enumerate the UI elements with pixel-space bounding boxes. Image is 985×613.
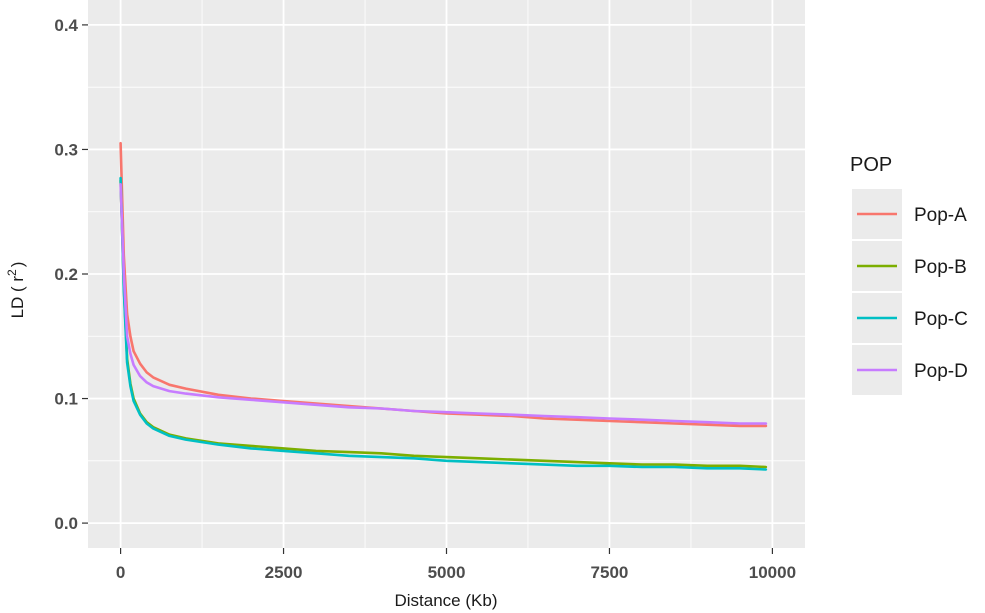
y-tick-label: 0.1 — [54, 390, 78, 409]
x-tick-label: 2500 — [265, 563, 303, 582]
series-line-pop-d — [119, 183, 768, 425]
legend-label-pop-d: Pop-D — [914, 361, 968, 382]
series-lines — [119, 141, 768, 471]
y-tick-label: 0.2 — [54, 265, 78, 284]
y-axis-title-close: ) — [8, 262, 27, 268]
x-axis: 0 2500 5000 7500 10000 — [116, 548, 796, 582]
x-tick-label: 0 — [116, 563, 125, 582]
legend-label-pop-b: Pop-B — [914, 257, 967, 278]
x-tick-label: 7500 — [591, 563, 629, 582]
legend-title: POP — [850, 154, 892, 176]
x-tick-label: 5000 — [428, 563, 466, 582]
y-axis: 0.0 0.1 0.2 0.3 0.4 — [54, 16, 88, 533]
y-tick-label: 0.4 — [54, 16, 78, 35]
y-axis-title-superscript: 2 — [5, 269, 19, 276]
legend-label-pop-c: Pop-C — [914, 309, 968, 330]
y-axis-title: LD ( r2) — [5, 262, 27, 319]
x-axis-title: Distance (Kb) — [395, 591, 498, 610]
series-line-pop-c — [119, 176, 768, 471]
y-axis-title-main: LD ( r — [8, 276, 27, 319]
y-tick-label: 0.3 — [54, 140, 78, 159]
y-tick-label: 0.0 — [54, 514, 78, 533]
legend: POP Pop-A Pop-B Pop-C Pop-D — [850, 154, 968, 395]
legend-label-pop-a: Pop-A — [914, 205, 967, 226]
x-tick-label: 10000 — [749, 563, 796, 582]
